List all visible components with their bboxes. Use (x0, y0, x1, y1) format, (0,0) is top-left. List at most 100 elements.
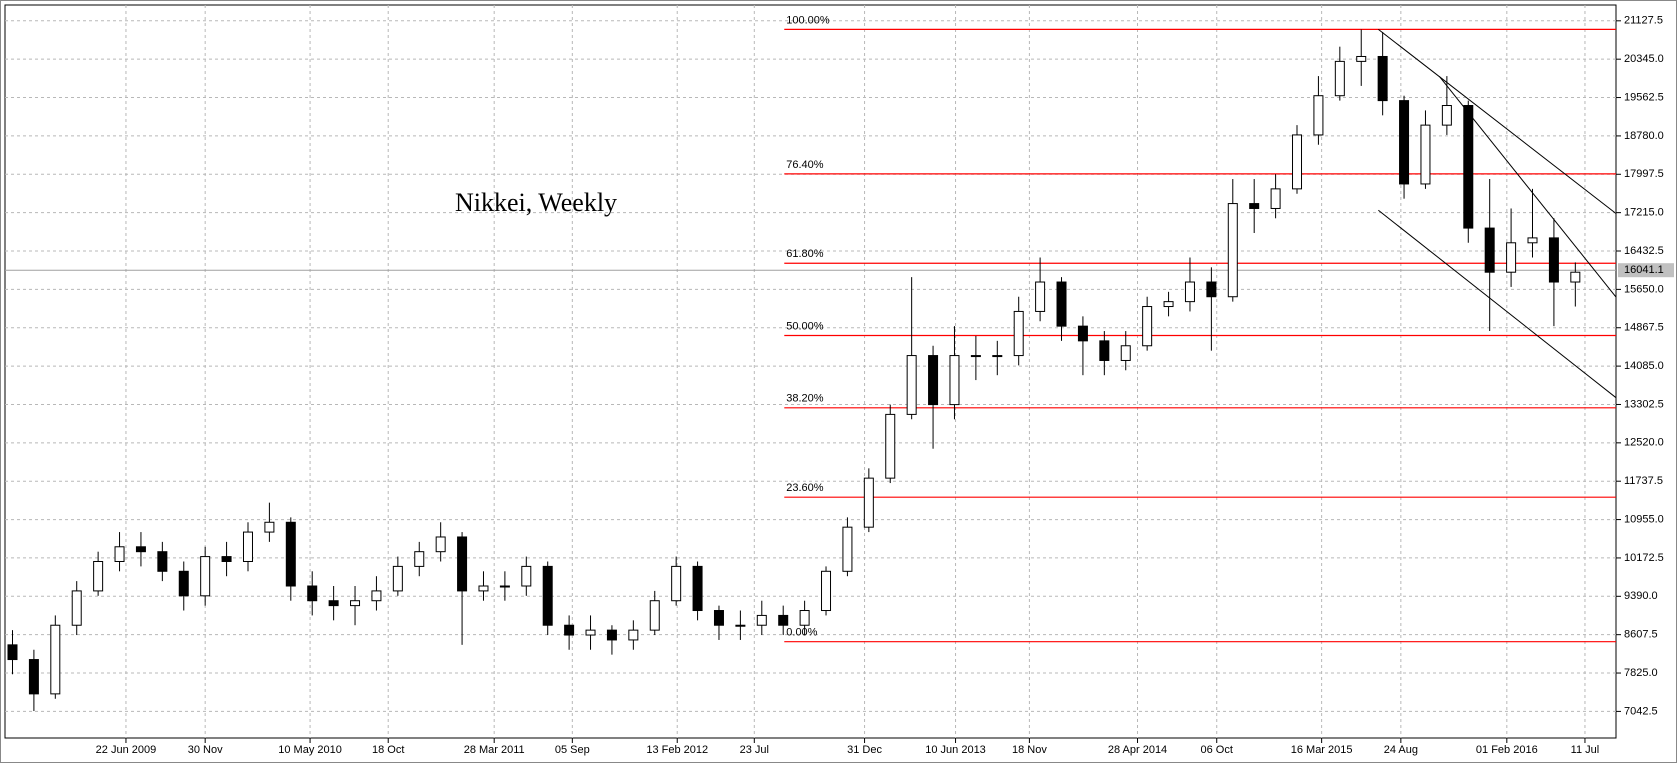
chart-title: Nikkei, Weekly (455, 188, 617, 217)
x-tick-label: 30 Nov (188, 744, 223, 756)
candle-body (350, 600, 361, 607)
x-tick-label: 18 Nov (1012, 744, 1047, 756)
candle-body (778, 614, 789, 626)
y-tick-label: 14085.0 (1624, 360, 1664, 372)
x-tick-label: 13 Feb 2012 (646, 744, 708, 756)
x-tick-label: 10 Jun 2013 (925, 744, 986, 756)
candle-body (392, 565, 403, 592)
candle-body (628, 629, 639, 641)
y-tick-label: 21127.5 (1624, 15, 1663, 27)
candle-body (1163, 301, 1174, 308)
fib-label: 23.60% (786, 482, 824, 494)
candle-body (114, 546, 125, 562)
x-tick-label: 01 Feb 2016 (1476, 744, 1538, 756)
candle-body (821, 570, 832, 612)
y-tick-label: 8607.5 (1624, 629, 1658, 641)
candle-body (1377, 55, 1388, 102)
candle-body (906, 355, 917, 415)
candle-body (542, 565, 553, 626)
y-tick-label: 11737.5 (1624, 475, 1663, 487)
candle-body (756, 614, 767, 626)
candle-body (970, 355, 981, 358)
candle-body (1313, 95, 1324, 136)
trend-line (1438, 76, 1617, 298)
candle-body (949, 355, 960, 406)
candle-body (521, 565, 532, 587)
x-tick-label: 28 Apr 2014 (1108, 744, 1167, 756)
candle-body (1056, 281, 1067, 327)
candle-body (157, 551, 168, 572)
candle-body (1099, 340, 1110, 361)
candle-body (414, 551, 425, 567)
candle-body (478, 585, 489, 592)
candle-body (1334, 60, 1345, 97)
fib-label: 100.00% (786, 14, 830, 26)
x-tick-label: 16 Mar 2015 (1291, 744, 1353, 756)
x-tick-label: 11 Jul (1571, 744, 1600, 756)
candle-body (863, 477, 874, 528)
candle-body (1270, 188, 1281, 209)
fib-label: 38.20% (786, 393, 824, 405)
candle-body (585, 629, 596, 636)
candle-body (1227, 203, 1238, 298)
candle-body (307, 585, 318, 602)
candle-body (499, 585, 510, 588)
x-tick-label: 31 Dec (847, 744, 882, 756)
y-tick-label: 15650.0 (1624, 283, 1664, 295)
candle-body (606, 629, 617, 641)
candle-body (1484, 227, 1495, 273)
fib-label: 0.00% (786, 627, 817, 639)
candle-body (842, 526, 853, 572)
candle-body (1013, 310, 1024, 357)
trend-line (1378, 28, 1617, 214)
candle-body (371, 590, 382, 602)
candle-body (1356, 55, 1367, 62)
x-tick-label: 18 Oct (372, 744, 404, 756)
y-tick-label: 13302.5 (1624, 398, 1664, 410)
last-price-label: 16041.1 (1624, 264, 1664, 276)
candle-body (1292, 134, 1303, 190)
candle-body (50, 624, 61, 695)
candle-body (692, 565, 703, 612)
y-tick-label: 17215.0 (1624, 207, 1664, 219)
y-tick-label: 10955.0 (1624, 513, 1664, 525)
candle-body (28, 659, 39, 695)
candle-body (1420, 124, 1431, 185)
fib-label: 50.00% (786, 320, 824, 332)
fib-label: 76.40% (786, 159, 824, 171)
x-tick-label: 24 Aug (1384, 744, 1418, 756)
candle-body (992, 355, 1003, 358)
x-tick-label: 28 Mar 2011 (464, 744, 525, 756)
candle-body (649, 600, 660, 631)
x-tick-label: 23 Jul (740, 744, 769, 756)
candle-body (928, 355, 939, 406)
x-tick-label: 22 Jun 2009 (96, 744, 157, 756)
y-tick-label: 10172.5 (1624, 552, 1664, 564)
candle-body (885, 413, 896, 479)
candle-body (328, 600, 339, 607)
candle-body (178, 570, 189, 597)
candle-body (564, 624, 575, 636)
y-tick-label: 19562.5 (1624, 91, 1664, 103)
candle-body (264, 521, 275, 533)
x-tick-label: 10 May 2010 (278, 744, 342, 756)
y-tick-label: 9390.0 (1624, 590, 1658, 602)
y-tick-label: 14867.5 (1624, 322, 1664, 334)
candle-body (1570, 271, 1581, 283)
y-tick-label: 7825.0 (1624, 667, 1658, 679)
candle-body (135, 546, 146, 553)
candle-body (1249, 203, 1260, 209)
candle-body (1548, 237, 1559, 283)
x-tick-label: 05 Sep (555, 744, 590, 756)
y-tick-label: 12520.0 (1624, 437, 1664, 449)
plot-area (4, 4, 1617, 739)
candle-body (1077, 325, 1088, 342)
candle-body (1506, 242, 1517, 273)
candle-body (93, 560, 104, 592)
candle-body (1142, 306, 1153, 347)
x-tick-label: 06 Oct (1201, 744, 1233, 756)
fib-label: 61.80% (786, 248, 824, 260)
candle-body (221, 556, 232, 562)
